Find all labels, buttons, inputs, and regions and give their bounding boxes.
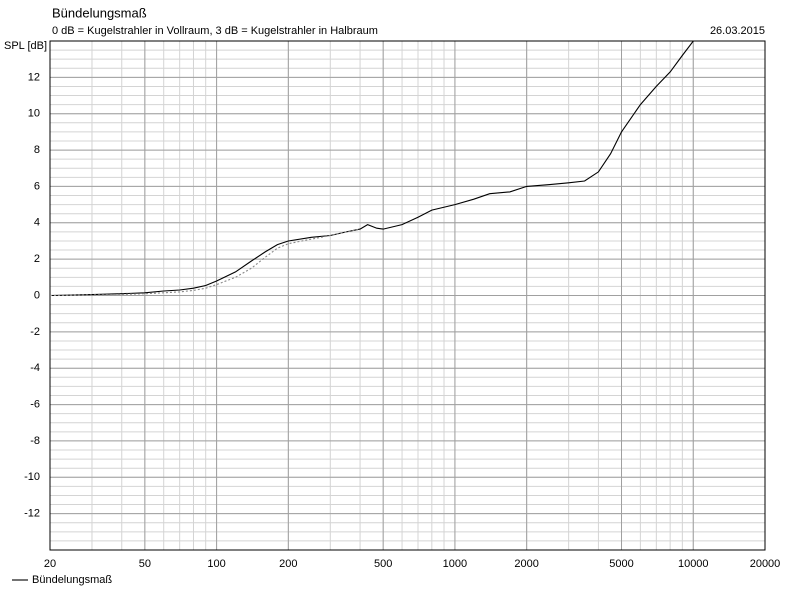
y-tick-label: 2	[34, 253, 40, 265]
y-tick-label: -8	[30, 435, 40, 447]
y-tick-label: -12	[24, 508, 40, 520]
x-tick-label: 20	[44, 558, 56, 570]
x-tick-label: 2000	[514, 558, 538, 570]
y-tick-label: 10	[28, 108, 40, 120]
chart-title: Bündelungsmaß	[52, 5, 147, 20]
chart-date: 26.03.2015	[710, 25, 765, 37]
x-tick-label: 1000	[443, 558, 467, 570]
chart-subtitle: 0 dB = Kugelstrahler in Vollraum, 3 dB =…	[52, 25, 378, 37]
y-tick-label: -10	[24, 471, 40, 483]
y-axis-label: SPL [dB]	[4, 40, 47, 52]
x-tick-label: 100	[207, 558, 225, 570]
data-line	[49, 40, 765, 297]
x-tick-label: 5000	[609, 558, 633, 570]
data-line	[49, 228, 361, 297]
y-tick-label: -2	[30, 326, 40, 338]
y-tick-label: 6	[34, 180, 40, 192]
y-tick-label: 12	[28, 71, 40, 83]
y-tick-label: 0	[34, 289, 40, 301]
x-tick-label: 20000	[750, 558, 781, 570]
y-tick-label: -4	[30, 362, 40, 374]
x-tick-label: 200	[279, 558, 297, 570]
y-tick-label: 8	[34, 144, 40, 156]
x-tick-label: 10000	[678, 558, 709, 570]
x-tick-label: 500	[374, 558, 392, 570]
y-tick-label: 4	[34, 217, 40, 229]
x-tick-label: 50	[139, 558, 151, 570]
y-tick-label: -6	[30, 398, 40, 410]
legend-label: Bündelungsmaß	[32, 574, 112, 586]
